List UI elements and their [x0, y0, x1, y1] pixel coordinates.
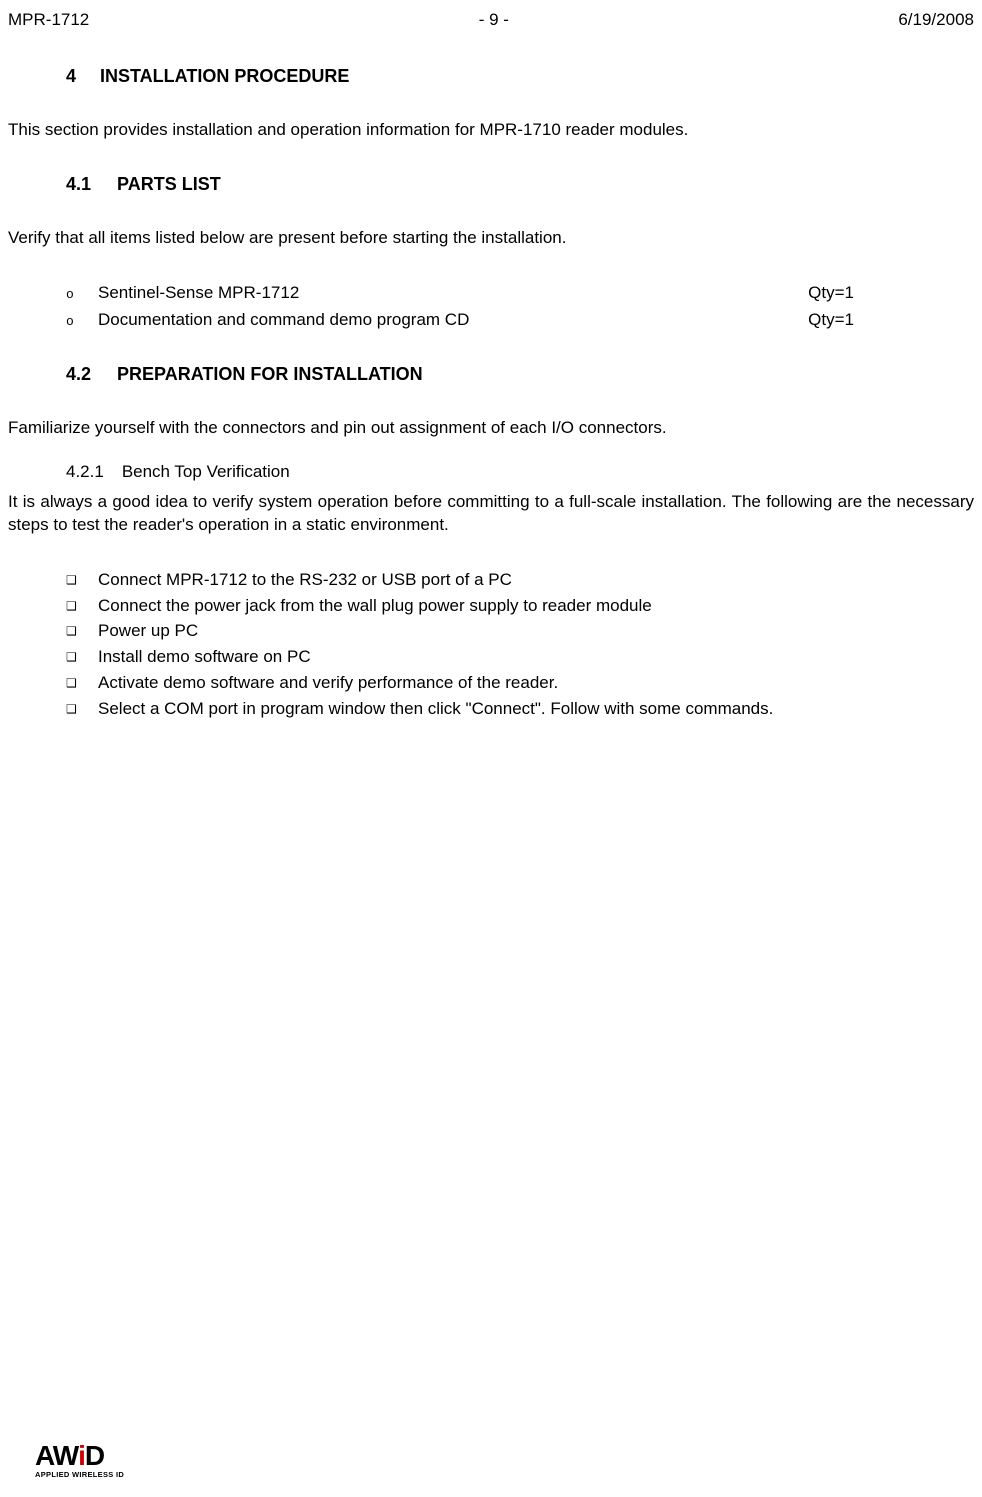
- section-4-1-number: 4.1: [66, 174, 91, 195]
- parts-item-qty: Qty=1: [808, 309, 854, 332]
- section-4-2-1-title: Bench Top Verification: [122, 462, 290, 481]
- section-4-1-heading: 4.1 PARTS LIST: [66, 174, 974, 195]
- square-bullet-icon: ❑: [66, 620, 98, 639]
- section-4-2-title: PREPARATION FOR INSTALLATION: [117, 364, 423, 384]
- square-bullet-icon: ❑: [66, 569, 98, 588]
- section-4-intro: This section provides installation and o…: [8, 119, 974, 142]
- section-4-number: 4: [66, 66, 76, 87]
- parts-item-qty: Qty=1: [808, 282, 854, 305]
- parts-item-label: Sentinel-Sense MPR-1712: [98, 282, 808, 305]
- logo-text: AWiD: [35, 1442, 124, 1470]
- doc-date: 6/19/2008: [898, 10, 974, 30]
- section-4-1-intro: Verify that all items listed below are p…: [8, 227, 974, 250]
- circle-bullet-icon: o: [66, 286, 98, 304]
- parts-item: o Documentation and command demo program…: [66, 309, 974, 332]
- parts-item-label: Documentation and command demo program C…: [98, 309, 808, 332]
- list-item: ❑ Connect MPR-1712 to the RS-232 or USB …: [66, 569, 974, 592]
- checklist-text: Power up PC: [98, 620, 974, 643]
- awid-logo: AWiD APPLIED WIRELESS ID: [35, 1442, 124, 1479]
- section-4-1-title: PARTS LIST: [117, 174, 221, 194]
- section-4-heading: 4 INSTALLATION PROCEDURE: [66, 66, 974, 87]
- square-bullet-icon: ❑: [66, 595, 98, 614]
- square-bullet-icon: ❑: [66, 646, 98, 665]
- page-number: - 9 -: [479, 10, 509, 30]
- list-item: ❑ Install demo software on PC: [66, 646, 974, 669]
- checklist-text: Select a COM port in program window then…: [98, 698, 974, 721]
- section-4-title: INSTALLATION PROCEDURE: [100, 66, 349, 86]
- section-4-2-intro: Familiarize yourself with the connectors…: [8, 417, 974, 440]
- list-item: ❑ Connect the power jack from the wall p…: [66, 595, 974, 618]
- parts-item: o Sentinel-Sense MPR-1712 Qty=1: [66, 282, 974, 305]
- checklist-text: Connect the power jack from the wall plu…: [98, 595, 974, 618]
- page-header: MPR-1712 - 9 - 6/19/2008: [8, 10, 974, 30]
- list-item: ❑ Power up PC: [66, 620, 974, 643]
- doc-id: MPR-1712: [8, 10, 89, 30]
- section-4-2-1-body: It is always a good idea to verify syste…: [8, 491, 974, 537]
- section-4-2-heading: 4.2 PREPARATION FOR INSTALLATION: [66, 364, 974, 385]
- list-item: ❑ Select a COM port in program window th…: [66, 698, 974, 721]
- list-item: ❑ Activate demo software and verify perf…: [66, 672, 974, 695]
- section-4-2-1-number: 4.2.1: [66, 462, 104, 482]
- checklist-text: Install demo software on PC: [98, 646, 974, 669]
- square-bullet-icon: ❑: [66, 698, 98, 717]
- checklist-text: Connect MPR-1712 to the RS-232 or USB po…: [98, 569, 974, 592]
- section-4-2-1-heading: 4.2.1 Bench Top Verification: [66, 462, 974, 482]
- section-4-2-number: 4.2: [66, 364, 91, 385]
- parts-list: o Sentinel-Sense MPR-1712 Qty=1 o Docume…: [66, 282, 974, 332]
- bench-top-checklist: ❑ Connect MPR-1712 to the RS-232 or USB …: [66, 569, 974, 722]
- square-bullet-icon: ❑: [66, 672, 98, 691]
- circle-bullet-icon: o: [66, 313, 98, 331]
- logo-subtitle: APPLIED WIRELESS ID: [35, 1470, 124, 1479]
- checklist-text: Activate demo software and verify perfor…: [98, 672, 974, 695]
